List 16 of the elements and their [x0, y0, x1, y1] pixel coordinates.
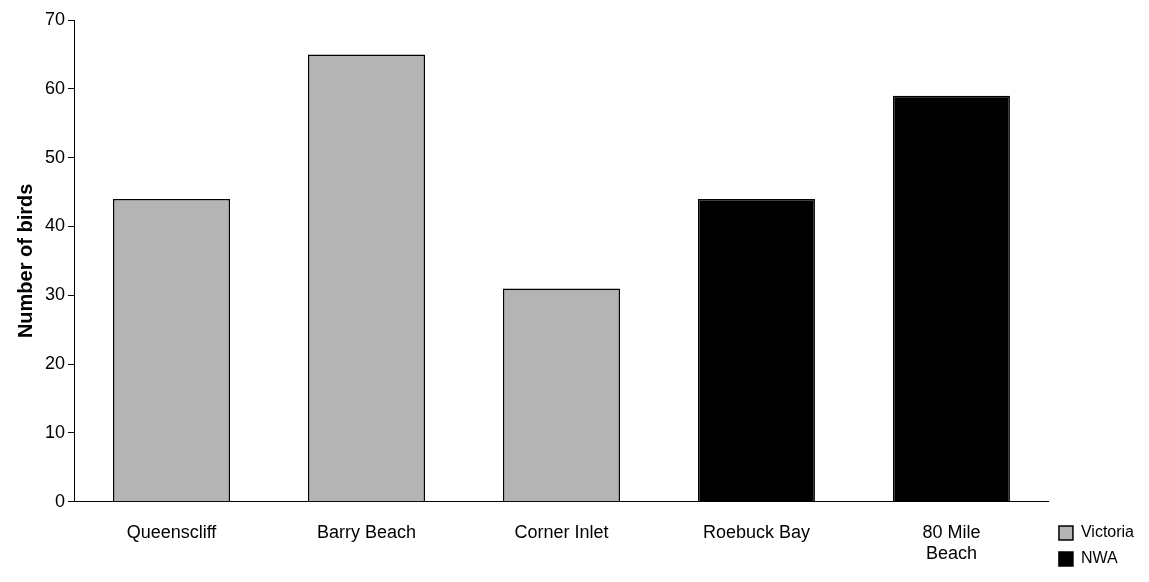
legend-label: NWA: [1080, 549, 1118, 567]
x-tick-label: Corner Inlet: [514, 521, 609, 542]
x-tick-label: Queenscliff: [126, 521, 218, 542]
y-tick-label: 50: [44, 146, 66, 167]
y-axis-title: Number of birds: [13, 183, 36, 339]
x-tick-label: 80 Mile Beach: [922, 521, 981, 564]
y-tick-label: 40: [44, 215, 66, 236]
y-tick-label: 70: [44, 8, 66, 29]
y-tick-label: 20: [44, 353, 66, 374]
legend-label: Victoria: [1080, 523, 1135, 541]
y-tick-label: 30: [44, 284, 66, 305]
x-tick-label: Barry Beach: [316, 521, 417, 542]
y-tick-label: 0: [55, 490, 66, 511]
y-tick-label: 60: [44, 77, 66, 98]
x-tick-label: Roebuck Bay: [702, 521, 810, 542]
y-tick-label: 10: [44, 421, 66, 442]
